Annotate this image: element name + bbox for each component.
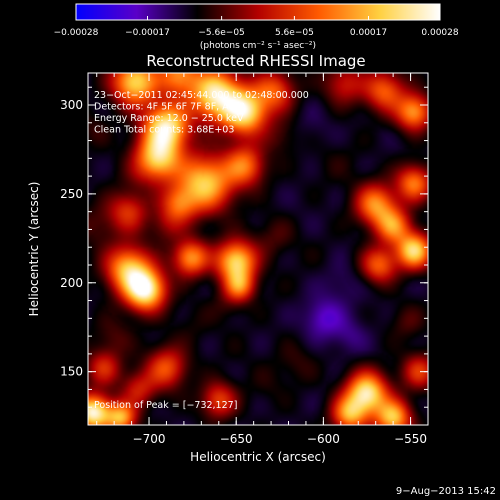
colorbar: [75, 3, 441, 21]
generation-timestamp: 9−Aug−2013 15:42: [396, 486, 496, 497]
y-axis-ticks: 150 200 250 300: [60, 86, 428, 408]
y-axis-label: Heliocentric Y (arcsec): [27, 182, 41, 317]
y-tick-label: 200: [60, 276, 83, 290]
colorbar-tick-label: −0.00028: [54, 28, 99, 38]
colorbar-tick-label: 5.6e−05: [275, 28, 314, 38]
x-tick-label: −700: [133, 432, 166, 446]
x-axis-ticks: −700 −650 −600 −550: [96, 73, 429, 446]
colorbar-tick-label: 0.00028: [421, 28, 458, 38]
x-tick-label: −650: [220, 432, 253, 446]
annotation-line: Energy Range: 12.0 − 25.0 keV: [94, 113, 244, 124]
annotation-line: 23−Oct−2011 02:45:44.000 to 02:48:00.000: [94, 90, 309, 101]
annotation-block: 23−Oct−2011 02:45:44.000 to 02:48:00.000…: [94, 90, 309, 136]
y-tick-label: 150: [60, 365, 83, 379]
colorbar-tick-label: −5.6e−05: [198, 28, 244, 38]
colorbar-ticks: −0.00028 −0.00017 −5.6e−05 5.6e−05 0.00017 0.…: [54, 16, 459, 38]
colorbar-tick-label: 0.00017: [350, 28, 387, 38]
colorbar-tick-label: −0.00017: [125, 28, 170, 38]
x-tick-label: −550: [394, 432, 427, 446]
annotation-line: Clean Total counts: 3.68E+03: [94, 125, 234, 136]
x-axis-label: Heliocentric X (arcsec): [190, 450, 326, 464]
plot-frame: [87, 72, 429, 426]
colorbar-units: (photons cm⁻² s⁻¹ asec⁻²): [200, 41, 316, 51]
annotation-line: Detectors: 4F 5F 6F 7F 8F, Att 0: [94, 102, 245, 113]
heatmap-image: [88, 73, 428, 425]
y-tick-label: 300: [60, 98, 83, 112]
x-tick-label: −600: [307, 432, 340, 446]
y-tick-label: 250: [60, 187, 83, 201]
peak-position-label: Position of Peak = [−732,127]: [94, 400, 237, 411]
chart-title: Reconstructed RHESSI Image: [146, 52, 365, 70]
